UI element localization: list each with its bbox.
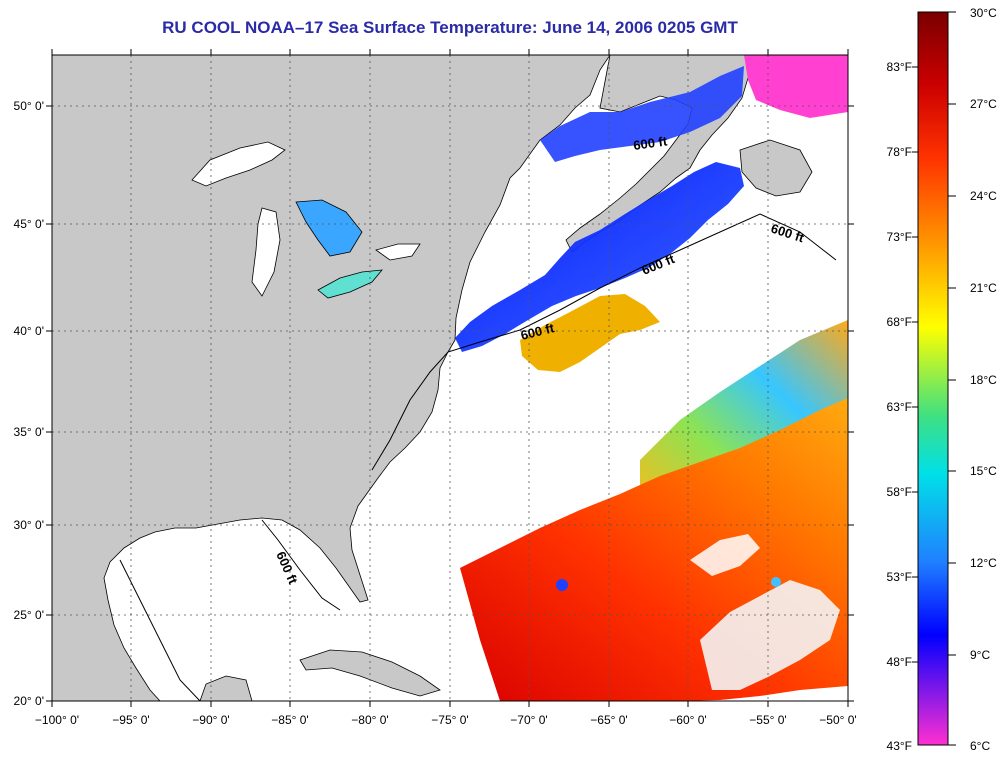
sst-warm-ring (520, 294, 660, 372)
sst-cloud-gap (700, 580, 840, 690)
lon-label-50: −50° 0' (819, 713, 856, 727)
sst-cold-spot (556, 579, 568, 591)
sst-cool-region (455, 162, 744, 352)
colorbar-fahrenheit-ticks (912, 66, 918, 663)
cb-f-63: 63°F (887, 400, 912, 414)
lake-erie (317, 269, 383, 299)
latitude-labels: 20° 0' 25° 0' 30° 0' 35° 0' 40° 0' 45° 0… (14, 99, 44, 708)
cb-f-83: 83°F (887, 60, 912, 74)
longitude-labels: −100° 0' −95° 0' −90° 0' −85° 0' −80° 0'… (35, 713, 857, 727)
cb-f-68: 68°F (887, 315, 912, 329)
lon-label-95: −95° 0' (112, 713, 149, 727)
sst-gulf-st-lawrence (540, 66, 744, 162)
lat-label-25: 25° 0' (14, 608, 44, 622)
lon-label-85: −85° 0' (271, 713, 308, 727)
sst-cold-corner (744, 55, 848, 118)
cb-f-58: 58°F (887, 485, 912, 499)
lake-ontario (375, 243, 421, 261)
land-yucatan (199, 675, 253, 701)
cb-c-27: 27°C (970, 97, 997, 111)
axis-ticks (46, 49, 854, 707)
colorbar-fahrenheit-labels: 83°F 78°F 73°F 68°F 63°F 58°F 53°F 48°F … (887, 60, 912, 753)
sst-cloud-gap-2 (690, 534, 760, 576)
colorbar (917, 11, 949, 746)
cb-c-30: 30°C (970, 6, 997, 20)
lat-label-40: 40° 0' (14, 324, 44, 338)
land-north-america (52, 55, 611, 701)
cb-f-78: 78°F (887, 145, 912, 159)
sst-cool-spot (771, 577, 781, 587)
cb-f-43: 43°F (887, 739, 912, 753)
cb-c-9: 9°C (970, 648, 990, 662)
lon-label-80: −80° 0' (351, 713, 388, 727)
lat-label-20: 20° 0' (14, 694, 44, 708)
lake-huron (295, 199, 363, 257)
cb-f-53: 53°F (887, 570, 912, 584)
contour-label-1: 600 ft (632, 133, 668, 153)
lat-label-30: 30° 0' (14, 518, 44, 532)
colorbar-celsius-labels: 30°C 27°C 24°C 21°C 18°C 15°C 12°C 9°C 6… (970, 6, 997, 753)
land-newfoundland (739, 139, 813, 197)
lon-label-55: −55° 0' (749, 713, 786, 727)
lon-label-100: −100° 0' (35, 713, 79, 727)
colorbar-celsius-ticks (948, 11, 956, 746)
cb-f-48: 48°F (887, 655, 912, 669)
lat-label-35: 35° 0' (14, 425, 44, 439)
lon-label-60: −60° 0' (669, 713, 706, 727)
cb-c-15: 15°C (970, 464, 997, 478)
cb-c-18: 18°C (970, 373, 997, 387)
graticule (52, 55, 848, 701)
lon-label-90: −90° 0' (192, 713, 229, 727)
cb-f-73: 73°F (887, 230, 912, 244)
lon-label-70: −70° 0' (510, 713, 547, 727)
cb-c-6: 6°C (970, 739, 990, 753)
cb-c-12: 12°C (970, 556, 997, 570)
cb-c-24: 24°C (970, 189, 997, 203)
map-title: RU COOL NOAA–17 Sea Surface Temperature:… (162, 18, 738, 37)
lon-label-75: −75° 0' (431, 713, 468, 727)
lat-label-50: 50° 0' (14, 99, 44, 113)
isobath-600ft (119, 213, 837, 701)
lat-label-45: 45° 0' (14, 217, 44, 231)
lake-michigan (251, 207, 281, 297)
cb-c-21: 21°C (970, 281, 997, 295)
lon-label-65: −65° 0' (590, 713, 627, 727)
lake-superior (191, 141, 286, 187)
